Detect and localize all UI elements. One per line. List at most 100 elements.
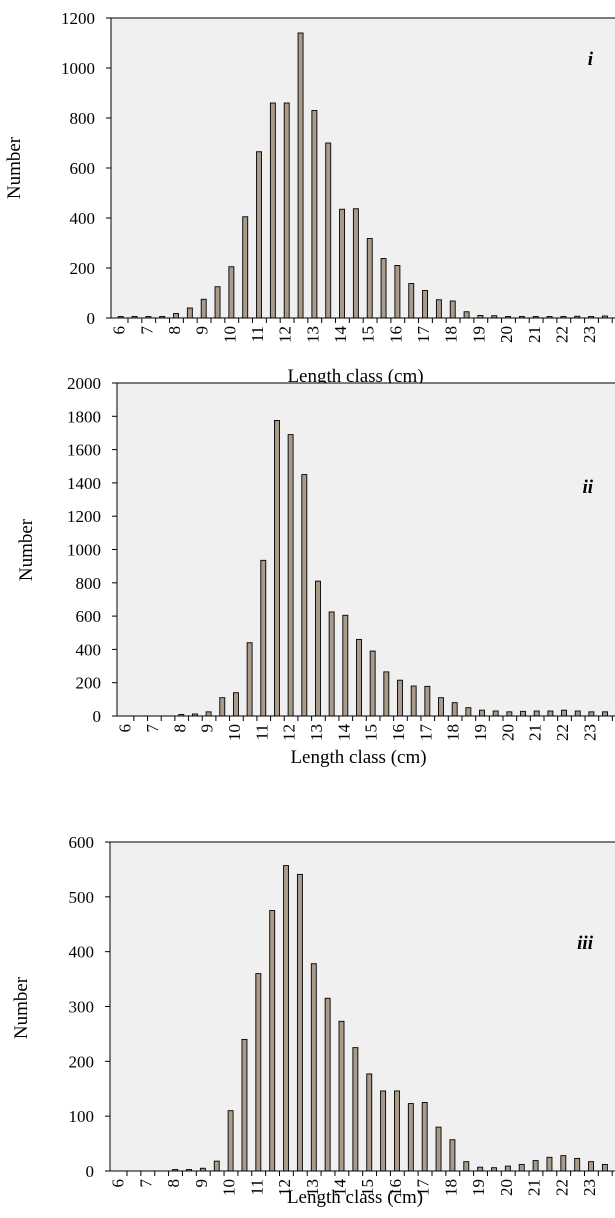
- bar: [504, 1165, 511, 1172]
- y-tick-label: 0: [86, 1162, 95, 1181]
- bar: [477, 1166, 484, 1172]
- chart-svg: 0 200 400 600 800 1000 1200 6 7 8 9 10 11 12 13 14 15 16 1…: [4, 9, 615, 387]
- y-tick-label: 200: [69, 1052, 95, 1071]
- bar: [408, 283, 415, 319]
- bar: [214, 286, 221, 319]
- y-tick-label: 1800: [67, 407, 101, 426]
- bar: [260, 559, 267, 717]
- panel-label: ii: [582, 477, 593, 498]
- x-tick-label: 23: [580, 724, 599, 741]
- bar: [407, 1103, 414, 1172]
- bar: [311, 110, 318, 319]
- y-tick-label: 1000: [61, 59, 95, 78]
- chart-svg: 0 100 200 300 400 500 600 6 7 8 9 10 11 12 13 14 15 16 17 1…: [11, 833, 615, 1208]
- bar: [325, 142, 332, 319]
- bar: [588, 711, 595, 717]
- x-tick-label: 7: [143, 724, 162, 733]
- x-tick-label: 19: [471, 724, 490, 741]
- x-tick-label: 16: [386, 1179, 405, 1196]
- bar: [547, 710, 554, 717]
- x-tick-label: 21: [525, 326, 544, 343]
- bar: [301, 474, 308, 717]
- chart-panel-iii: 0 100 200 300 400 500 600 6 7 8 9 10 11 12 13 14 15 16 17 1…: [0, 780, 615, 1218]
- x-tick-label: 14: [331, 1179, 350, 1197]
- bar: [435, 1126, 442, 1172]
- bar: [463, 311, 470, 319]
- bar: [342, 614, 349, 717]
- x-tick-label: 7: [136, 1179, 155, 1188]
- x-tick-label: 18: [441, 1179, 460, 1196]
- bar: [479, 709, 485, 717]
- bar: [369, 650, 376, 717]
- y-tick-label: 0: [93, 707, 102, 726]
- x-tick-label: 9: [198, 724, 217, 733]
- x-tick-label: 17: [414, 326, 433, 344]
- bar: [310, 963, 317, 1172]
- bar: [588, 1161, 594, 1172]
- bar: [352, 208, 359, 319]
- x-tick-label: 17: [416, 724, 435, 742]
- x-axis-label: Length class (cm): [290, 747, 426, 768]
- x-tick-label: 23: [580, 326, 599, 343]
- bar: [438, 697, 444, 717]
- bar: [297, 32, 304, 319]
- bar: [533, 710, 540, 717]
- x-tick-label: 12: [276, 326, 295, 343]
- x-tick-label: 20: [497, 1179, 516, 1196]
- x-tick-label: 17: [414, 1179, 433, 1197]
- y-tick-label: 1000: [67, 541, 101, 560]
- bar: [561, 709, 567, 717]
- x-tick-label: 12: [275, 1179, 294, 1196]
- x-tick-label: 20: [498, 724, 517, 741]
- y-tick-label: 600: [76, 607, 102, 626]
- chart-panel-ii: 0 200 400 600 800 1000 1200 1400 1600 1800 2000 6 7 8…: [0, 365, 615, 795]
- bar: [520, 710, 526, 717]
- bar: [241, 1038, 248, 1172]
- y-tick-label: 800: [70, 109, 96, 128]
- panel-label: iii: [577, 933, 594, 954]
- bar: [560, 1155, 567, 1172]
- plot-area: [109, 841, 615, 1172]
- bar: [435, 299, 442, 319]
- y-tick-label: 400: [69, 943, 95, 962]
- bar: [274, 420, 280, 717]
- bar: [228, 266, 235, 319]
- bar: [601, 1163, 608, 1172]
- x-tick-label: 23: [580, 1179, 599, 1196]
- y-tick-label: 200: [76, 674, 102, 693]
- bar: [463, 1161, 470, 1172]
- y-axis-label: Number: [11, 976, 32, 1039]
- x-tick-label: 10: [220, 1179, 239, 1196]
- bar: [256, 151, 262, 319]
- y-tick-label: 1400: [67, 474, 101, 493]
- bar: [338, 1020, 345, 1172]
- bar: [492, 710, 499, 717]
- bar: [232, 692, 239, 717]
- x-tick-label: 6: [109, 1179, 128, 1188]
- x-tick-label: 16: [389, 724, 408, 741]
- bar: [339, 208, 345, 319]
- bar: [186, 307, 193, 319]
- x-tick-label: 11: [248, 326, 267, 342]
- x-tick-label: 6: [116, 724, 135, 733]
- x-tick-label: 20: [497, 326, 516, 343]
- bar: [173, 313, 179, 319]
- y-tick-label: 1600: [67, 441, 101, 460]
- bar: [380, 258, 387, 319]
- y-tick-label: 800: [76, 574, 102, 593]
- bar: [242, 216, 249, 319]
- bar: [465, 707, 472, 717]
- x-tick-label: 21: [526, 724, 545, 741]
- bar: [227, 1110, 234, 1172]
- bar: [574, 1157, 581, 1172]
- bar: [269, 102, 276, 319]
- x-tick-label: 15: [358, 1179, 377, 1196]
- bar: [269, 910, 276, 1172]
- x-tick-label: 14: [334, 724, 353, 742]
- x-tick-label: 16: [386, 326, 405, 343]
- x-tick-label: 22: [553, 724, 572, 741]
- bar: [410, 685, 417, 717]
- x-tick-label: 19: [469, 326, 488, 343]
- x-tick-label: 18: [444, 724, 463, 741]
- bar: [422, 290, 429, 319]
